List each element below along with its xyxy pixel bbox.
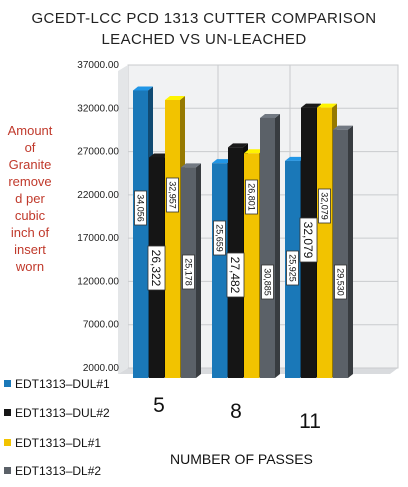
bar [212,163,227,378]
bar-side [348,125,353,378]
data-label-box [147,245,166,291]
bar-side [196,163,201,378]
data-label-box [334,264,347,300]
legend-swatch [4,467,11,474]
bar-top [260,113,280,118]
data-label-group: 25,659 [213,220,226,256]
bar [333,129,348,378]
data-label: 32,957 [167,181,177,209]
y-axis-label-line: insert [14,242,46,257]
chart-title-line-2: LEACHED VS UN-LEACHED [101,31,307,48]
chart-title-line-1: GCEDT-LCC PCD 1313 CUTTER COMPARISON [31,10,377,27]
data-label-box [134,190,147,226]
plot-side-wall [118,65,128,374]
bar [133,90,148,378]
y-tick-label: 22000.00 [77,190,119,201]
data-label: 30,885 [262,268,272,296]
data-label: 25,659 [214,224,224,252]
data-label-box [226,252,245,298]
data-label-box [245,179,258,215]
data-label-box [213,220,226,256]
bar-top [285,156,305,161]
legend-label: EDT1313–DUL#1 [15,377,110,391]
y-axis-label-line: of [24,140,36,155]
y-tick-label: 32000.00 [77,103,119,114]
bar-top [333,125,353,130]
data-label-box [318,188,331,224]
bar [165,100,180,379]
data-label-group: 30,885 [261,264,274,300]
y-axis-label: Amount of Granite remove d per cubic inc… [2,122,58,275]
legend-item-dl1: EDT1313–DL#1 [4,436,101,450]
y-axis-label-line: worn [15,259,45,274]
data-label-group: 25,925 [286,250,299,286]
data-label: 26,322 [149,250,163,287]
y-tick-label: 7000.00 [83,320,120,331]
bar-top [149,153,169,158]
data-label-group: 32,957 [166,177,179,213]
y-axis-label-line: cubic [14,208,46,223]
data-label: 32,079 [319,192,329,220]
y-tick-label: 12000.00 [77,276,119,287]
bar-top [212,159,232,164]
x-category-label: 11 [299,410,321,433]
y-tick-label: 27000.00 [77,147,119,158]
data-label-group: 32,079 [299,217,318,263]
bar-top [165,96,185,101]
data-label-group: 27,482 [226,252,245,298]
legend-swatch [4,439,11,446]
bar-top [181,163,201,168]
data-label: 29,530 [335,268,345,296]
data-label: 27,482 [228,257,242,294]
bar [260,117,275,379]
data-label-group: 26,322 [147,245,166,291]
legend-swatch [4,409,11,416]
legend-label: EDT1313–DL#2 [15,464,102,478]
data-label: 25,925 [287,254,297,282]
legend-swatch [4,380,11,387]
data-label-group: 26,801 [245,179,258,215]
y-tick-label: 17000.00 [77,233,119,244]
legend-item-dl2: EDT1313–DL#2 [4,464,101,478]
x-category-label: 5 [153,394,165,417]
y-axis-label-line: Granite [8,157,52,172]
data-label-box [261,264,274,300]
data-label-box [299,217,318,263]
y-tick-label: 2000.00 [83,363,120,374]
data-label-group: 25,178 [182,254,195,290]
bar [317,107,332,378]
chart-plot: 2000.00 7000.00 12000.00 17000.00 22000.00 27… [77,60,399,433]
data-label-box [182,254,195,290]
x-category-label: 8 [230,400,242,423]
bar-side [275,113,280,379]
data-label-group: 29,530 [334,264,347,300]
data-label: 32,079 [301,222,315,259]
y-axis-label-line: remove [8,174,52,189]
y-axis-label-line: d per [15,191,45,206]
bar-top [228,143,248,148]
data-label-box [286,250,299,286]
x-axis-label: NUMBER OF PASSES [170,451,313,467]
data-label-group: 34,056 [134,190,147,226]
data-label: 34,056 [135,194,145,222]
y-axis-label-line: inch of [10,225,50,240]
legend-label: EDT1313–DUL#2 [15,406,110,420]
bar-top [244,149,264,154]
data-label: 25,178 [183,258,193,286]
legend-label: EDT1313–DL#1 [15,436,102,450]
bar-top [317,103,337,108]
bar-top [133,86,153,91]
y-tick-label: 37000.00 [77,60,119,71]
legend-item-dul2: EDT1313–DUL#2 [4,406,110,420]
legend-item-dul1: EDT1313–DUL#1 [4,377,110,391]
bar-top [301,103,321,108]
y-axis-label-line: Amount [7,123,53,138]
data-label-box [166,177,179,213]
data-label-group: 32,079 [318,188,331,224]
data-label: 26,801 [246,183,256,211]
